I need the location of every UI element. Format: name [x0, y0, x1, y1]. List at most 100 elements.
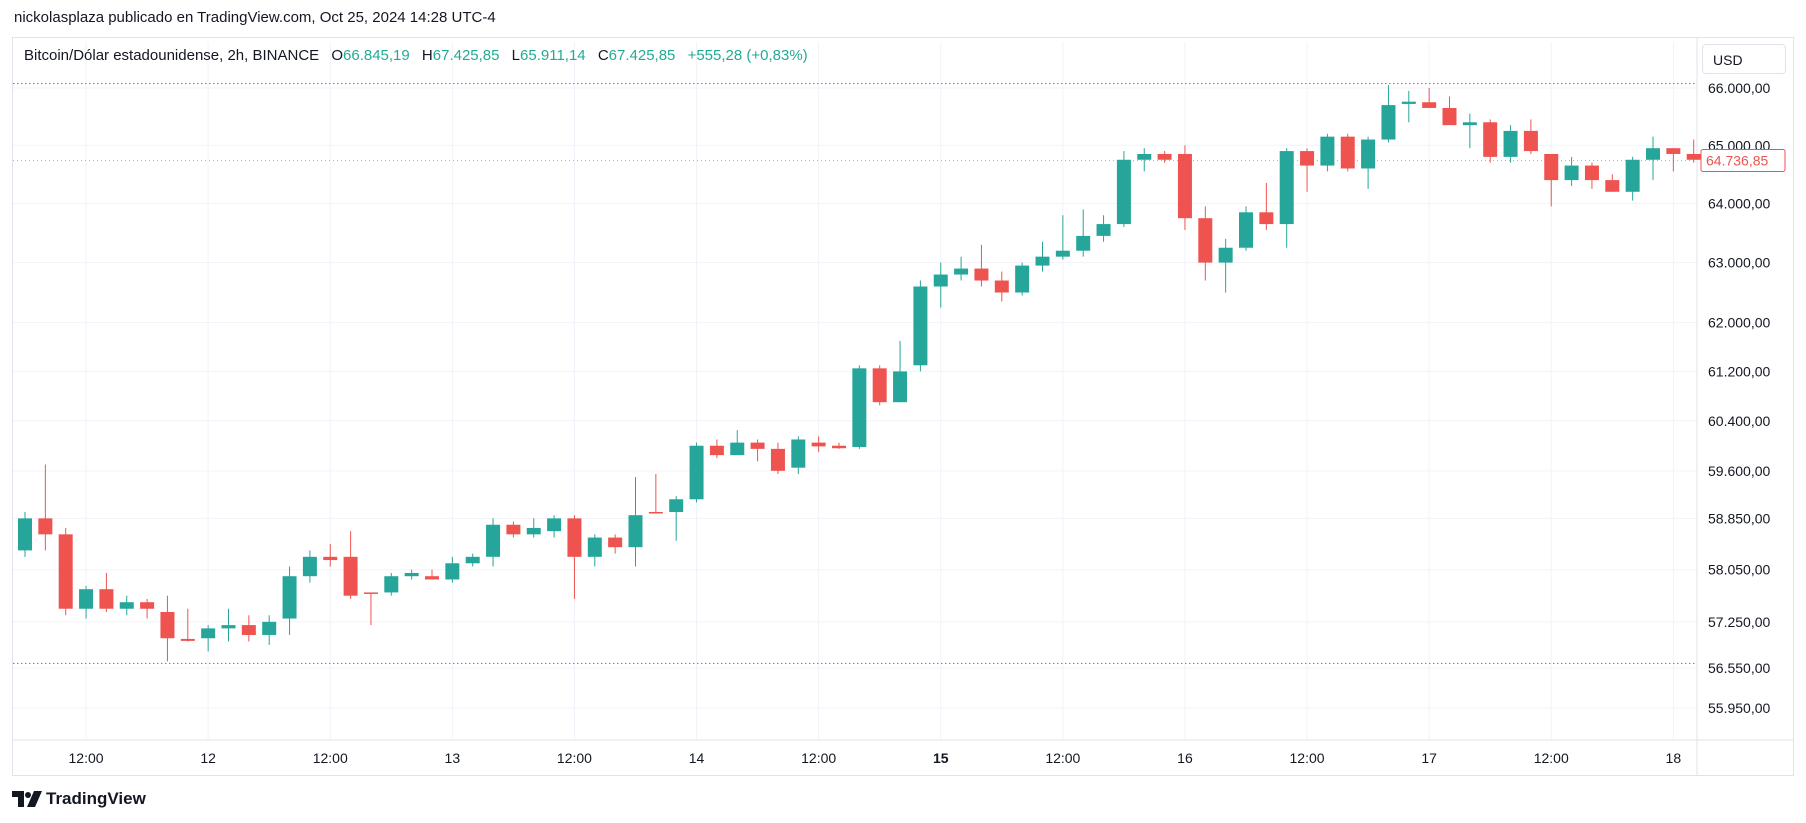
candle[interactable] — [567, 515, 582, 599]
candle[interactable] — [425, 569, 439, 580]
candle[interactable] — [1605, 174, 1620, 192]
candle[interactable] — [750, 439, 765, 462]
candle-body — [689, 445, 704, 500]
candle[interactable] — [1198, 206, 1213, 281]
x-tick-label: 16 — [1177, 750, 1193, 766]
candle[interactable] — [323, 543, 338, 567]
candle[interactable] — [1279, 148, 1294, 248]
candle[interactable] — [1096, 215, 1111, 242]
candle[interactable] — [262, 615, 277, 645]
candle[interactable] — [404, 569, 419, 580]
candle[interactable] — [526, 518, 541, 538]
candle[interactable] — [1116, 151, 1131, 228]
candle[interactable] — [221, 608, 236, 642]
candle-body — [567, 518, 582, 557]
candle[interactable] — [363, 592, 378, 626]
candle[interactable] — [1076, 209, 1091, 257]
currency-button[interactable]: USD — [1702, 44, 1786, 74]
candles — [18, 85, 1701, 662]
candle[interactable] — [1564, 156, 1579, 186]
candle[interactable] — [79, 585, 94, 619]
candle[interactable] — [160, 595, 175, 662]
candle[interactable] — [730, 430, 745, 456]
candle[interactable] — [1503, 125, 1518, 163]
candle-body — [506, 524, 521, 535]
candle[interactable] — [547, 515, 562, 538]
candle[interactable] — [465, 553, 480, 567]
close-value: 67.425,85 — [608, 47, 676, 64]
candle[interactable] — [1015, 262, 1030, 296]
candle[interactable] — [832, 442, 846, 449]
candle[interactable] — [1544, 153, 1559, 207]
candle[interactable] — [1422, 88, 1437, 108]
candle[interactable] — [201, 625, 216, 652]
candle[interactable] — [1686, 139, 1701, 163]
candle[interactable] — [1137, 148, 1152, 172]
candle-body — [791, 439, 806, 468]
candle[interactable] — [180, 608, 195, 642]
candle[interactable] — [1625, 156, 1640, 201]
candle[interactable] — [282, 566, 297, 635]
candle[interactable] — [1401, 90, 1416, 123]
tradingview-footer[interactable]: TradingView — [12, 789, 146, 809]
candle-body — [1340, 136, 1355, 169]
candle-body — [38, 518, 53, 535]
candle[interactable] — [506, 521, 521, 538]
candle[interactable] — [1055, 215, 1070, 260]
candle[interactable] — [140, 598, 155, 619]
candle[interactable] — [1483, 119, 1498, 163]
candle[interactable] — [1340, 133, 1355, 172]
candle[interactable] — [1035, 241, 1050, 272]
candle[interactable] — [241, 615, 256, 642]
candle[interactable] — [1300, 148, 1315, 192]
candle[interactable] — [648, 473, 663, 514]
candle[interactable] — [1584, 162, 1599, 189]
candle[interactable] — [1259, 183, 1274, 230]
candle[interactable] — [1666, 148, 1681, 172]
candle[interactable] — [1646, 136, 1660, 181]
candle[interactable] — [58, 527, 73, 616]
candle[interactable] — [872, 365, 887, 406]
candle[interactable] — [1320, 133, 1335, 172]
candle[interactable] — [587, 534, 602, 567]
candle[interactable] — [486, 518, 501, 567]
candle[interactable] — [119, 595, 134, 616]
y-tick-label: 62.000,00 — [1708, 315, 1770, 331]
candle[interactable] — [1462, 113, 1477, 149]
candle[interactable] — [1442, 96, 1457, 126]
candle[interactable] — [893, 340, 908, 403]
candle[interactable] — [933, 262, 948, 308]
candle[interactable] — [994, 271, 1009, 302]
candle[interactable] — [1177, 145, 1192, 230]
candle[interactable] — [974, 244, 989, 287]
candle[interactable] — [99, 572, 114, 613]
candle[interactable] — [1157, 151, 1172, 163]
candle[interactable] — [628, 477, 643, 567]
candle[interactable] — [1381, 85, 1396, 143]
candle[interactable] — [1523, 119, 1538, 154]
candle[interactable] — [343, 531, 358, 599]
candle-body — [770, 448, 785, 471]
candle[interactable] — [302, 550, 317, 583]
candle[interactable] — [709, 439, 724, 459]
candle[interactable] — [811, 436, 826, 452]
candle[interactable] — [1361, 136, 1376, 189]
candle[interactable] — [1218, 238, 1233, 293]
candle[interactable] — [689, 442, 704, 503]
symbol-title[interactable]: Bitcoin/Dólar estadounidense, 2h, BINANC… — [24, 47, 320, 64]
candle[interactable] — [384, 572, 399, 596]
candle[interactable] — [852, 365, 867, 449]
candle[interactable] — [770, 442, 785, 474]
candle[interactable] — [791, 436, 806, 474]
candle[interactable] — [669, 496, 684, 541]
candle[interactable] — [445, 556, 460, 583]
candle[interactable] — [608, 534, 623, 554]
candle-body — [18, 518, 32, 551]
candle[interactable] — [38, 464, 53, 551]
candle[interactable] — [913, 280, 928, 372]
candle[interactable] — [1239, 206, 1253, 251]
candle[interactable] — [18, 511, 32, 557]
candle-body — [343, 556, 358, 596]
candle[interactable] — [954, 256, 969, 281]
